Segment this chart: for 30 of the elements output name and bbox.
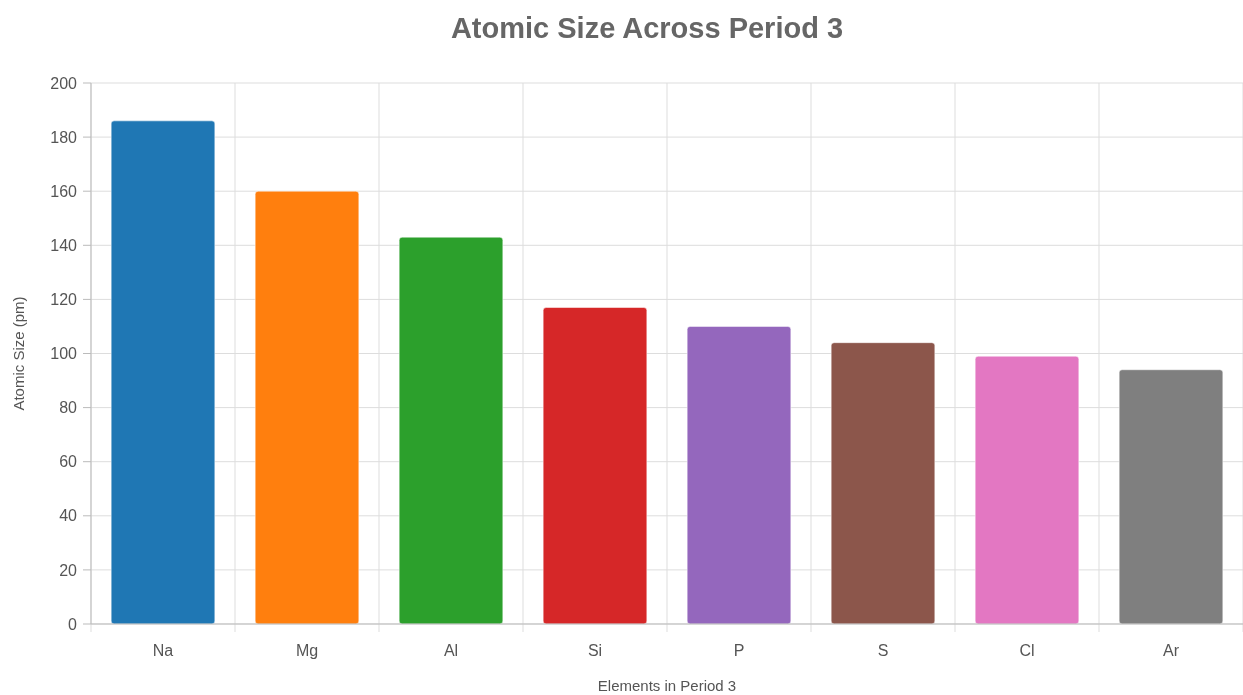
x-tick-label: Na [152, 642, 174, 659]
y-tick-label: 200 [50, 74, 78, 92]
x-tick-label: Cl [1019, 642, 1035, 659]
y-tick-label: 80 [59, 399, 78, 417]
x-tick-label: Mg [295, 642, 319, 659]
x-tick-label: S [877, 642, 889, 659]
x-axis-title: Elements in Period 3 [597, 677, 737, 694]
y-tick-label: 180 [50, 128, 78, 146]
bar [110, 120, 216, 625]
bar [686, 325, 792, 625]
x-tick-label: Al [443, 642, 459, 659]
y-tick-label: 120 [50, 291, 78, 308]
y-tick-label: 160 [50, 182, 78, 200]
bar [1118, 369, 1224, 625]
y-axis-title: Atomic Size (pm) [10, 296, 27, 411]
bar [254, 190, 360, 625]
bar [398, 236, 504, 625]
y-tick-label: 0 [68, 615, 78, 633]
bar [974, 355, 1080, 625]
y-tick-label: 140 [50, 236, 78, 254]
bar [830, 342, 936, 625]
x-tick-label: Si [587, 642, 603, 659]
y-tick-label: 60 [59, 453, 78, 471]
x-tick-label: Ar [1163, 642, 1180, 659]
x-tick-label: P [733, 642, 745, 659]
y-tick-label: 100 [50, 345, 78, 363]
bar [542, 307, 648, 625]
chart-title: Atomic Size Across Period 3 [450, 12, 844, 44]
y-tick-label: 40 [59, 507, 78, 525]
y-tick-label: 20 [59, 561, 78, 579]
